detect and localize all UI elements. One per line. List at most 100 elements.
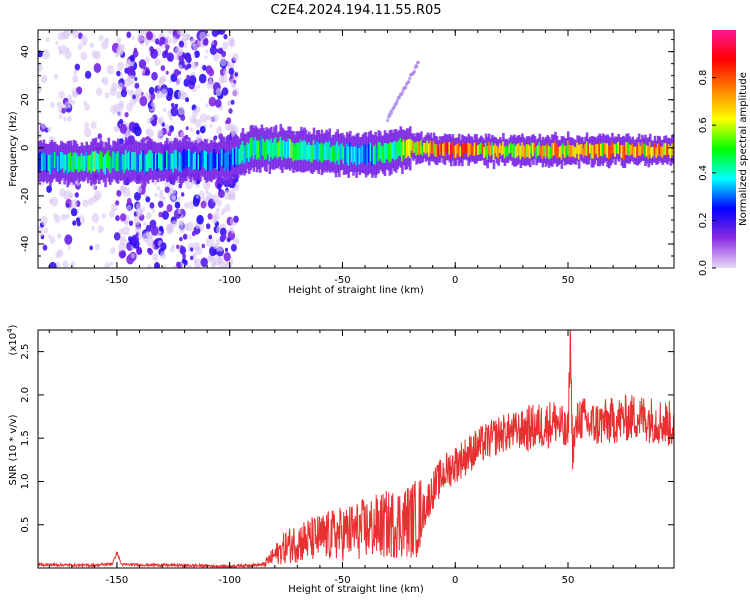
speckle-point [134, 191, 141, 201]
speckle-point [145, 128, 150, 134]
band-core [503, 146, 507, 159]
speckle-point [61, 107, 66, 114]
speckle-point [83, 127, 92, 138]
band-core [236, 148, 240, 167]
speckle-point [179, 236, 183, 242]
band-core [304, 141, 308, 160]
band-core [165, 150, 169, 170]
speckle-point [211, 40, 215, 45]
speckle-point [222, 41, 229, 50]
band-core [584, 144, 587, 156]
band-core [606, 143, 609, 158]
speckle-point [157, 116, 165, 125]
band-core [192, 153, 196, 170]
speckle-point [129, 54, 136, 62]
band-core [75, 153, 79, 170]
y-tick-label: 1.5 [20, 430, 31, 446]
speckle-point [164, 36, 172, 45]
band-core [164, 151, 167, 169]
band-core [150, 150, 153, 168]
band-core [481, 143, 485, 154]
speckle-point [211, 262, 216, 268]
band-core [604, 143, 608, 154]
speckle-point [39, 231, 43, 237]
band-core [469, 143, 472, 156]
band-core [470, 143, 474, 154]
speckle-point [139, 96, 148, 107]
speckle-point [102, 77, 109, 86]
band-core [429, 140, 433, 154]
band-core [178, 152, 182, 171]
speckle-point [177, 209, 182, 215]
band-core [404, 141, 407, 159]
band-core [94, 150, 98, 171]
speckle-point [187, 264, 192, 268]
speckle-point [113, 232, 121, 241]
speckle-point [146, 231, 151, 237]
band-core [121, 153, 125, 170]
band-core [519, 145, 523, 160]
figure-title: C2E4.2024.194.11.55.R05 [270, 3, 441, 18]
band-core [483, 146, 486, 158]
speckle-point [203, 180, 211, 191]
speckle-point [109, 87, 117, 96]
x-tick-label: -50 [334, 275, 350, 286]
band-core [557, 147, 560, 159]
speckle-point [219, 57, 227, 67]
speckle-point [82, 199, 89, 208]
band-core [577, 145, 581, 160]
speckle-point [83, 42, 86, 47]
band-core [664, 143, 668, 156]
band-core [251, 137, 254, 156]
spectrogram-panel: -150 -100 -50 0 50 -40 -20 0 20 40 Height of stra… [8, 29, 675, 296]
speckle-point [160, 65, 166, 72]
band-core [353, 146, 357, 163]
speckle-point [47, 234, 51, 239]
band-core [60, 152, 63, 170]
band-core [552, 143, 556, 156]
y-tick-label: 0.5 [20, 517, 31, 533]
band-core [535, 146, 538, 159]
band-core [214, 152, 218, 168]
speckle-point [119, 123, 128, 134]
speckle-point [215, 238, 221, 245]
band-core [320, 142, 324, 163]
band-core [290, 141, 294, 158]
speckle-point [207, 213, 213, 220]
spectrogram-xlabel: Height of straight line (km) [288, 285, 424, 296]
speckle-point [132, 94, 136, 100]
y-tick-label: 40 [20, 45, 31, 58]
speckle-point [58, 90, 65, 100]
band-core [581, 143, 584, 155]
colorbar-label: Normalized spectral amplitude [738, 72, 749, 226]
band-core [273, 138, 276, 158]
speckle-point [143, 193, 148, 198]
snr-marks [38, 330, 674, 568]
speckle-point [115, 200, 120, 206]
speckle-point [67, 115, 72, 122]
trace-point [386, 119, 390, 123]
band-core [390, 142, 393, 162]
trace-point [408, 76, 412, 81]
band-core [349, 142, 352, 161]
band-core [238, 148, 242, 165]
band-core [653, 143, 657, 156]
speckle-point [152, 38, 156, 43]
band-core [363, 144, 366, 163]
speckle-point [64, 234, 73, 245]
band-core [194, 151, 197, 170]
spectrogram-axes: -150 -100 -50 0 50 -40 -20 0 20 40 [20, 30, 674, 286]
band-core [506, 146, 510, 157]
band-core [342, 146, 346, 164]
y-tick-label: 0 [20, 145, 31, 151]
band-core [547, 145, 551, 160]
speckle-point [136, 247, 143, 256]
band-core [623, 145, 627, 160]
band-core [232, 148, 235, 166]
speckle-point [192, 198, 200, 207]
speckle-point [194, 119, 202, 128]
colorbar-tick-label: 0.0 [698, 260, 709, 276]
speckle-point [138, 59, 147, 69]
band-core [499, 143, 502, 153]
